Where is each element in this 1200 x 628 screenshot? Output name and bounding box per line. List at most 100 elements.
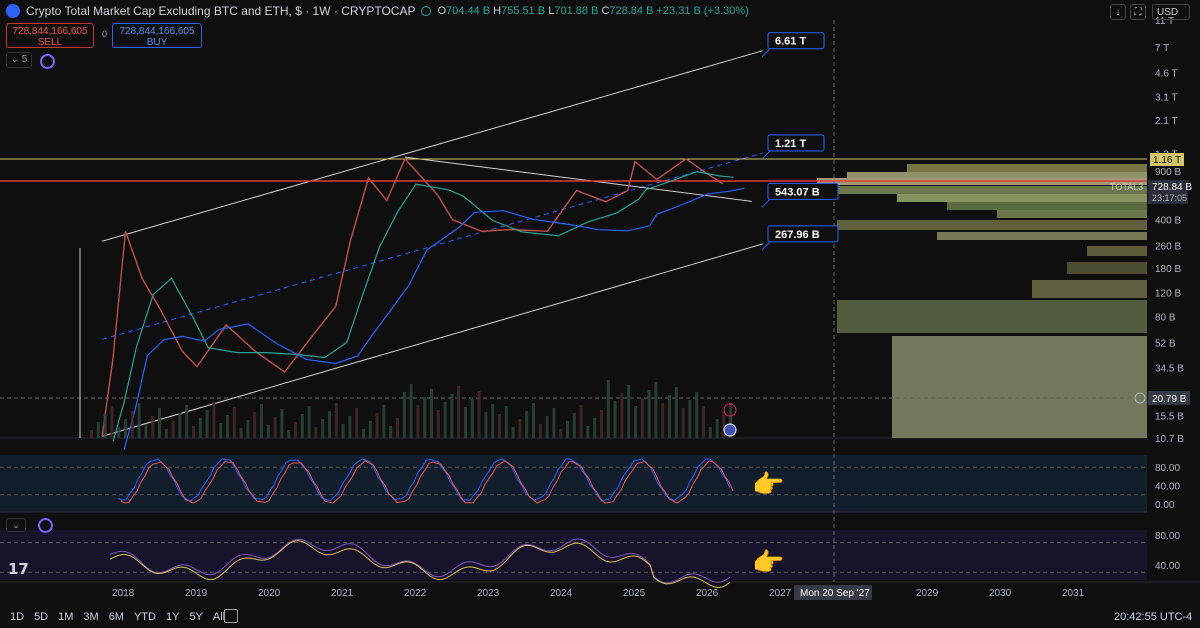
- osc2-signal-line: [109, 540, 731, 589]
- event-lightning-icon: [723, 403, 737, 417]
- volume-bar: [504, 406, 508, 438]
- volume-bar: [511, 427, 515, 438]
- resistance-tag: [1150, 153, 1184, 166]
- price-axis-label: 11 T: [1155, 16, 1174, 27]
- symbol-title[interactable]: Crypto Total Market Cap Excluding BTC an…: [26, 4, 416, 18]
- volume-bar: [491, 404, 495, 438]
- volume-bar: [613, 401, 617, 438]
- volume-profile-bar: [997, 210, 1147, 218]
- level-label: 6.61 T: [775, 36, 806, 48]
- volume-bar: [443, 402, 447, 438]
- volume-profile-bar: [837, 186, 1147, 194]
- volume-bar: [702, 406, 705, 438]
- sync-icon[interactable]: [40, 54, 55, 69]
- price-axis-label: 80 B: [1155, 313, 1176, 324]
- download-icon[interactable]: ↓: [1110, 4, 1126, 20]
- volume-bar: [586, 426, 590, 438]
- currency-select[interactable]: USD: [1152, 4, 1190, 20]
- price-axis-label: 180 B: [1155, 264, 1181, 275]
- volume-bar: [545, 416, 549, 438]
- volume-bar: [130, 411, 134, 438]
- volume-bar: [266, 425, 270, 438]
- price-axis-label: 7 T: [1155, 43, 1169, 54]
- time-axis-label: 2031: [1062, 588, 1085, 599]
- volume-bar: [260, 404, 263, 438]
- price-axis-label: 2.1 T: [1155, 116, 1178, 127]
- pointing-hand-icon: 👉: [752, 469, 785, 499]
- timeframe-3m[interactable]: 3M: [83, 611, 99, 623]
- volume-bar: [409, 384, 413, 438]
- time-axis-label: 2027: [769, 588, 792, 599]
- timeframe-1d[interactable]: 1D: [10, 611, 25, 623]
- osc1-axis-label: 40.00: [1155, 482, 1180, 493]
- volume-bar: [634, 406, 637, 438]
- market-status-icon: [421, 6, 432, 16]
- timeframe-1y[interactable]: 1Y: [165, 611, 180, 623]
- fullscreen-icon[interactable]: ⛶: [1130, 4, 1146, 20]
- timeframe-5d[interactable]: 5D: [34, 611, 49, 623]
- time-axis-label: 2029: [916, 588, 939, 599]
- spread-value: 0: [102, 29, 108, 39]
- volume-bar: [552, 408, 556, 438]
- volume-profile-bar: [837, 300, 1147, 333]
- sell-button[interactable]: 728,844,166,605 SELL: [6, 23, 94, 48]
- indicator-count: 5: [21, 54, 28, 65]
- volume-bar: [198, 418, 202, 438]
- timeframe-ytd[interactable]: YTD: [133, 611, 156, 623]
- volume-bar: [559, 429, 563, 438]
- sync-pane-icon[interactable]: [38, 518, 53, 533]
- level-label-box: [767, 225, 839, 243]
- volume-bar: [334, 403, 338, 438]
- volume-bar: [164, 429, 168, 438]
- sell-label: SELL: [37, 37, 63, 48]
- volume-bar: [205, 410, 209, 438]
- level-label-box: [767, 182, 839, 200]
- volume-profile-bar: [847, 172, 1147, 178]
- volume-bar: [389, 426, 393, 438]
- moving-average-blue: [123, 187, 745, 450]
- volume-bar: [457, 386, 461, 438]
- oscillator-2-pane: [0, 530, 1147, 580]
- volume-bar: [600, 410, 603, 438]
- timeframe-5y[interactable]: 5Y: [189, 611, 203, 623]
- volume-bar: [239, 428, 243, 438]
- level-pointer: [761, 241, 771, 251]
- volume-bar: [348, 416, 352, 438]
- event-flag-icon: [723, 423, 737, 437]
- volume-bar: [110, 406, 114, 438]
- volume-bar: [436, 410, 440, 438]
- volume-bar: [647, 390, 651, 438]
- volume-bar: [430, 389, 433, 438]
- volume-bar: [464, 407, 467, 438]
- buy-button[interactable]: 728,844,166,605 BUY: [112, 23, 202, 48]
- level-pointer: [761, 48, 771, 58]
- volume-bar: [246, 420, 250, 438]
- price-axis-label: 34.5 B: [1155, 363, 1184, 374]
- volume-bar: [307, 406, 311, 438]
- volume-bar: [606, 380, 610, 438]
- timeframe-6m[interactable]: 6M: [108, 611, 124, 623]
- crosshair-date-label: Mon 20 Sep '27: [800, 588, 870, 599]
- volume-bar: [729, 403, 733, 438]
- indicators-toggle[interactable]: ⌄ 5: [6, 52, 32, 68]
- timeframe-1m[interactable]: 1M: [58, 611, 74, 623]
- volume-bar: [538, 424, 542, 438]
- volume-bar: [477, 391, 481, 438]
- volume-bar: [300, 414, 304, 438]
- time-axis-label: 2020: [258, 588, 281, 599]
- level-label: 1.21 T: [775, 138, 806, 150]
- volume-bar: [566, 421, 569, 438]
- time-axis-label: 2023: [477, 588, 500, 599]
- volume-profile-bar: [837, 220, 1147, 230]
- volume-bar: [579, 405, 583, 438]
- crosshair-price-label: 20.79 B: [1152, 394, 1187, 405]
- cryptocap-logo-icon: [6, 4, 20, 18]
- level-label-box: [767, 32, 825, 50]
- collapse-pane-icon[interactable]: ⌄: [6, 518, 26, 532]
- timeframe-all[interactable]: All: [212, 611, 226, 623]
- crosshair-price-tag: [1148, 390, 1190, 405]
- volume-bar: [484, 412, 488, 438]
- calendar-icon[interactable]: [224, 609, 238, 623]
- volume-bar: [362, 429, 365, 438]
